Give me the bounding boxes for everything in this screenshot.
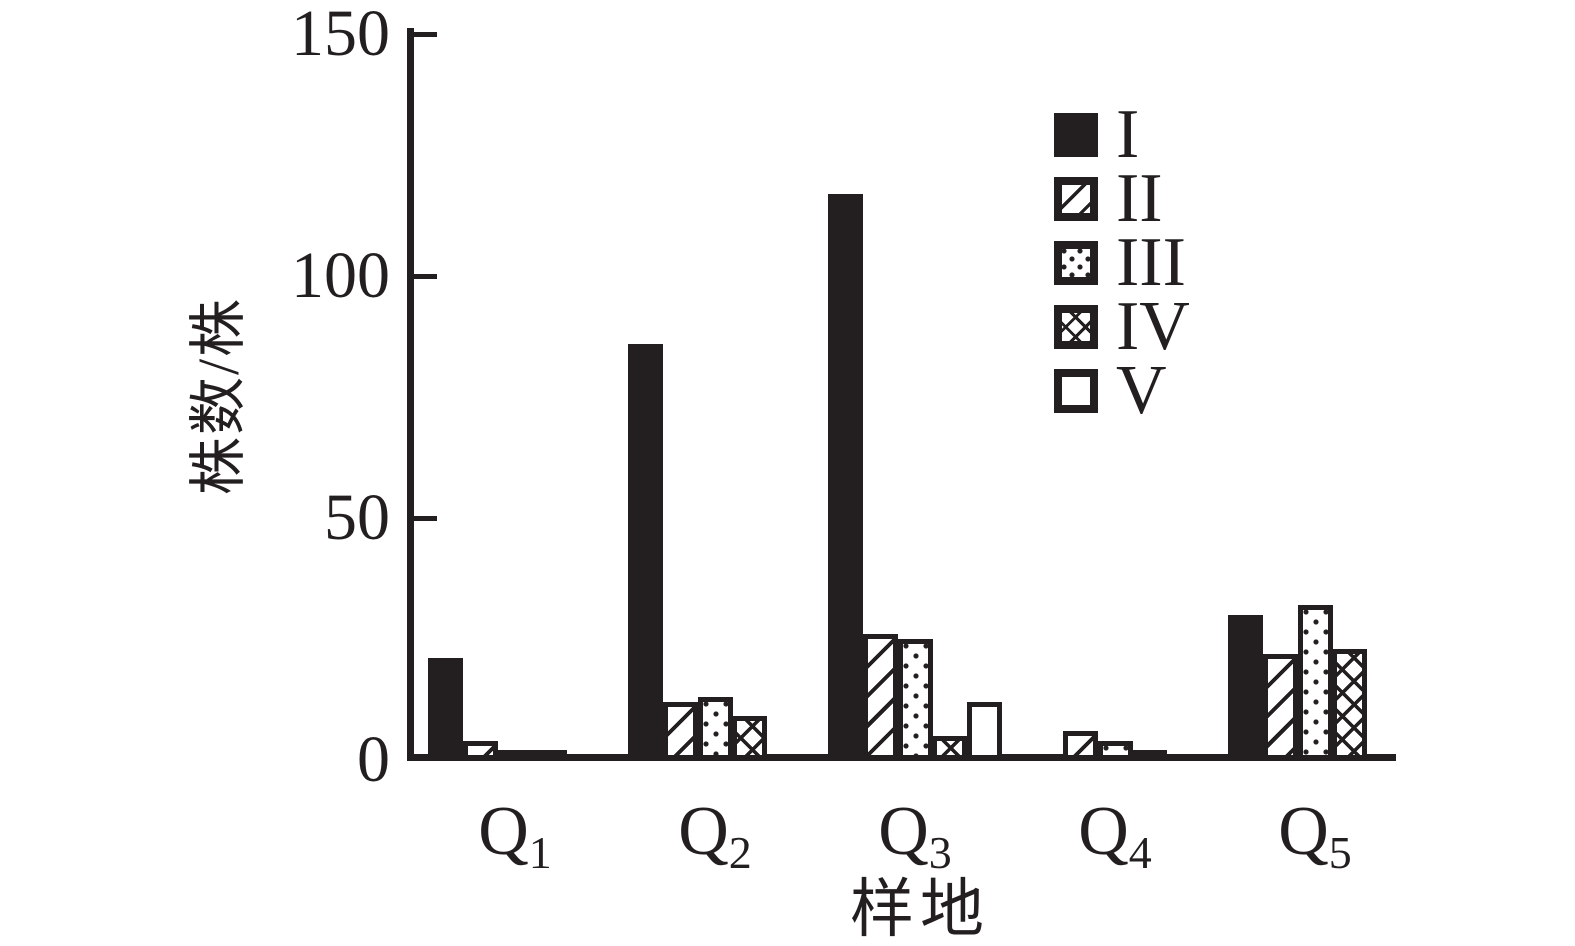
- bar-Q2-III: [698, 697, 733, 760]
- x-category-base: Q: [1078, 793, 1129, 870]
- bar-Q3-IV: [932, 736, 967, 760]
- bar-Q1-III: [498, 750, 533, 760]
- legend-label-III: III: [1116, 224, 1186, 301]
- bar-Q1-II: [463, 741, 498, 760]
- bar-Q5-IV: [1332, 649, 1367, 760]
- bar-Q5-I: [1228, 615, 1263, 760]
- y-tick-label-150: 150: [291, 0, 390, 70]
- legend-swatch-II: [1054, 177, 1098, 221]
- x-category-label-Q3: Q3: [815, 792, 1015, 879]
- x-axis-title: 样地: [850, 874, 990, 945]
- bar-Q2-II: [663, 702, 698, 760]
- y-tick-mark-50: [414, 515, 437, 521]
- legend-label-I: I: [1116, 96, 1140, 173]
- legend-label-IV: IV: [1116, 288, 1190, 365]
- x-category-label-Q2: Q2: [615, 792, 815, 879]
- x-category-subscript: 1: [528, 827, 552, 878]
- x-category-label-Q1: Q1: [415, 792, 615, 879]
- bar-Q4-III: [1098, 741, 1133, 760]
- bar-Q5-II: [1263, 654, 1298, 760]
- bar-Q2-I: [628, 344, 663, 760]
- bar-Q3-III: [898, 639, 933, 760]
- x-category-subscript: 3: [928, 827, 952, 878]
- x-category-base: Q: [678, 793, 729, 870]
- x-category-subscript: 5: [1328, 827, 1352, 878]
- legend-label-II: II: [1116, 160, 1163, 237]
- bar-Q1-I: [428, 658, 463, 760]
- y-axis-title: 株数/株: [186, 296, 251, 496]
- bar-Q4-I: [1028, 755, 1063, 760]
- x-category-base: Q: [878, 793, 929, 870]
- x-category-label-Q4: Q4: [1015, 792, 1215, 879]
- legend-swatch-V: [1054, 369, 1098, 413]
- bar-Q5-III: [1298, 605, 1333, 760]
- bar-Q1-IV: [532, 750, 567, 760]
- bar-Q2-IV: [732, 716, 767, 760]
- y-tick-mark-150: [414, 31, 437, 37]
- bar-Q4-II: [1063, 731, 1098, 760]
- y-tick-label-0: 0: [357, 723, 390, 796]
- x-category-base: Q: [1278, 793, 1329, 870]
- y-tick-label-100: 100: [291, 239, 390, 312]
- x-category-subscript: 4: [1128, 827, 1152, 878]
- x-category-label-Q5: Q5: [1215, 792, 1415, 879]
- legend-label-V: V: [1116, 352, 1167, 429]
- legend-swatch-III: [1054, 241, 1098, 285]
- bar-Q3-II: [863, 634, 898, 760]
- x-category-base: Q: [478, 793, 529, 870]
- y-axis-line: [407, 28, 414, 761]
- legend-swatch-I: [1054, 113, 1098, 157]
- bar-Q4-IV: [1132, 750, 1167, 760]
- y-tick-label-50: 50: [324, 481, 390, 554]
- bar-Q3-I: [828, 194, 863, 760]
- y-tick-mark-100: [414, 273, 437, 279]
- x-category-subscript: 2: [728, 827, 752, 878]
- legend-swatch-IV: [1054, 305, 1098, 349]
- bar-Q3-V: [967, 702, 1002, 760]
